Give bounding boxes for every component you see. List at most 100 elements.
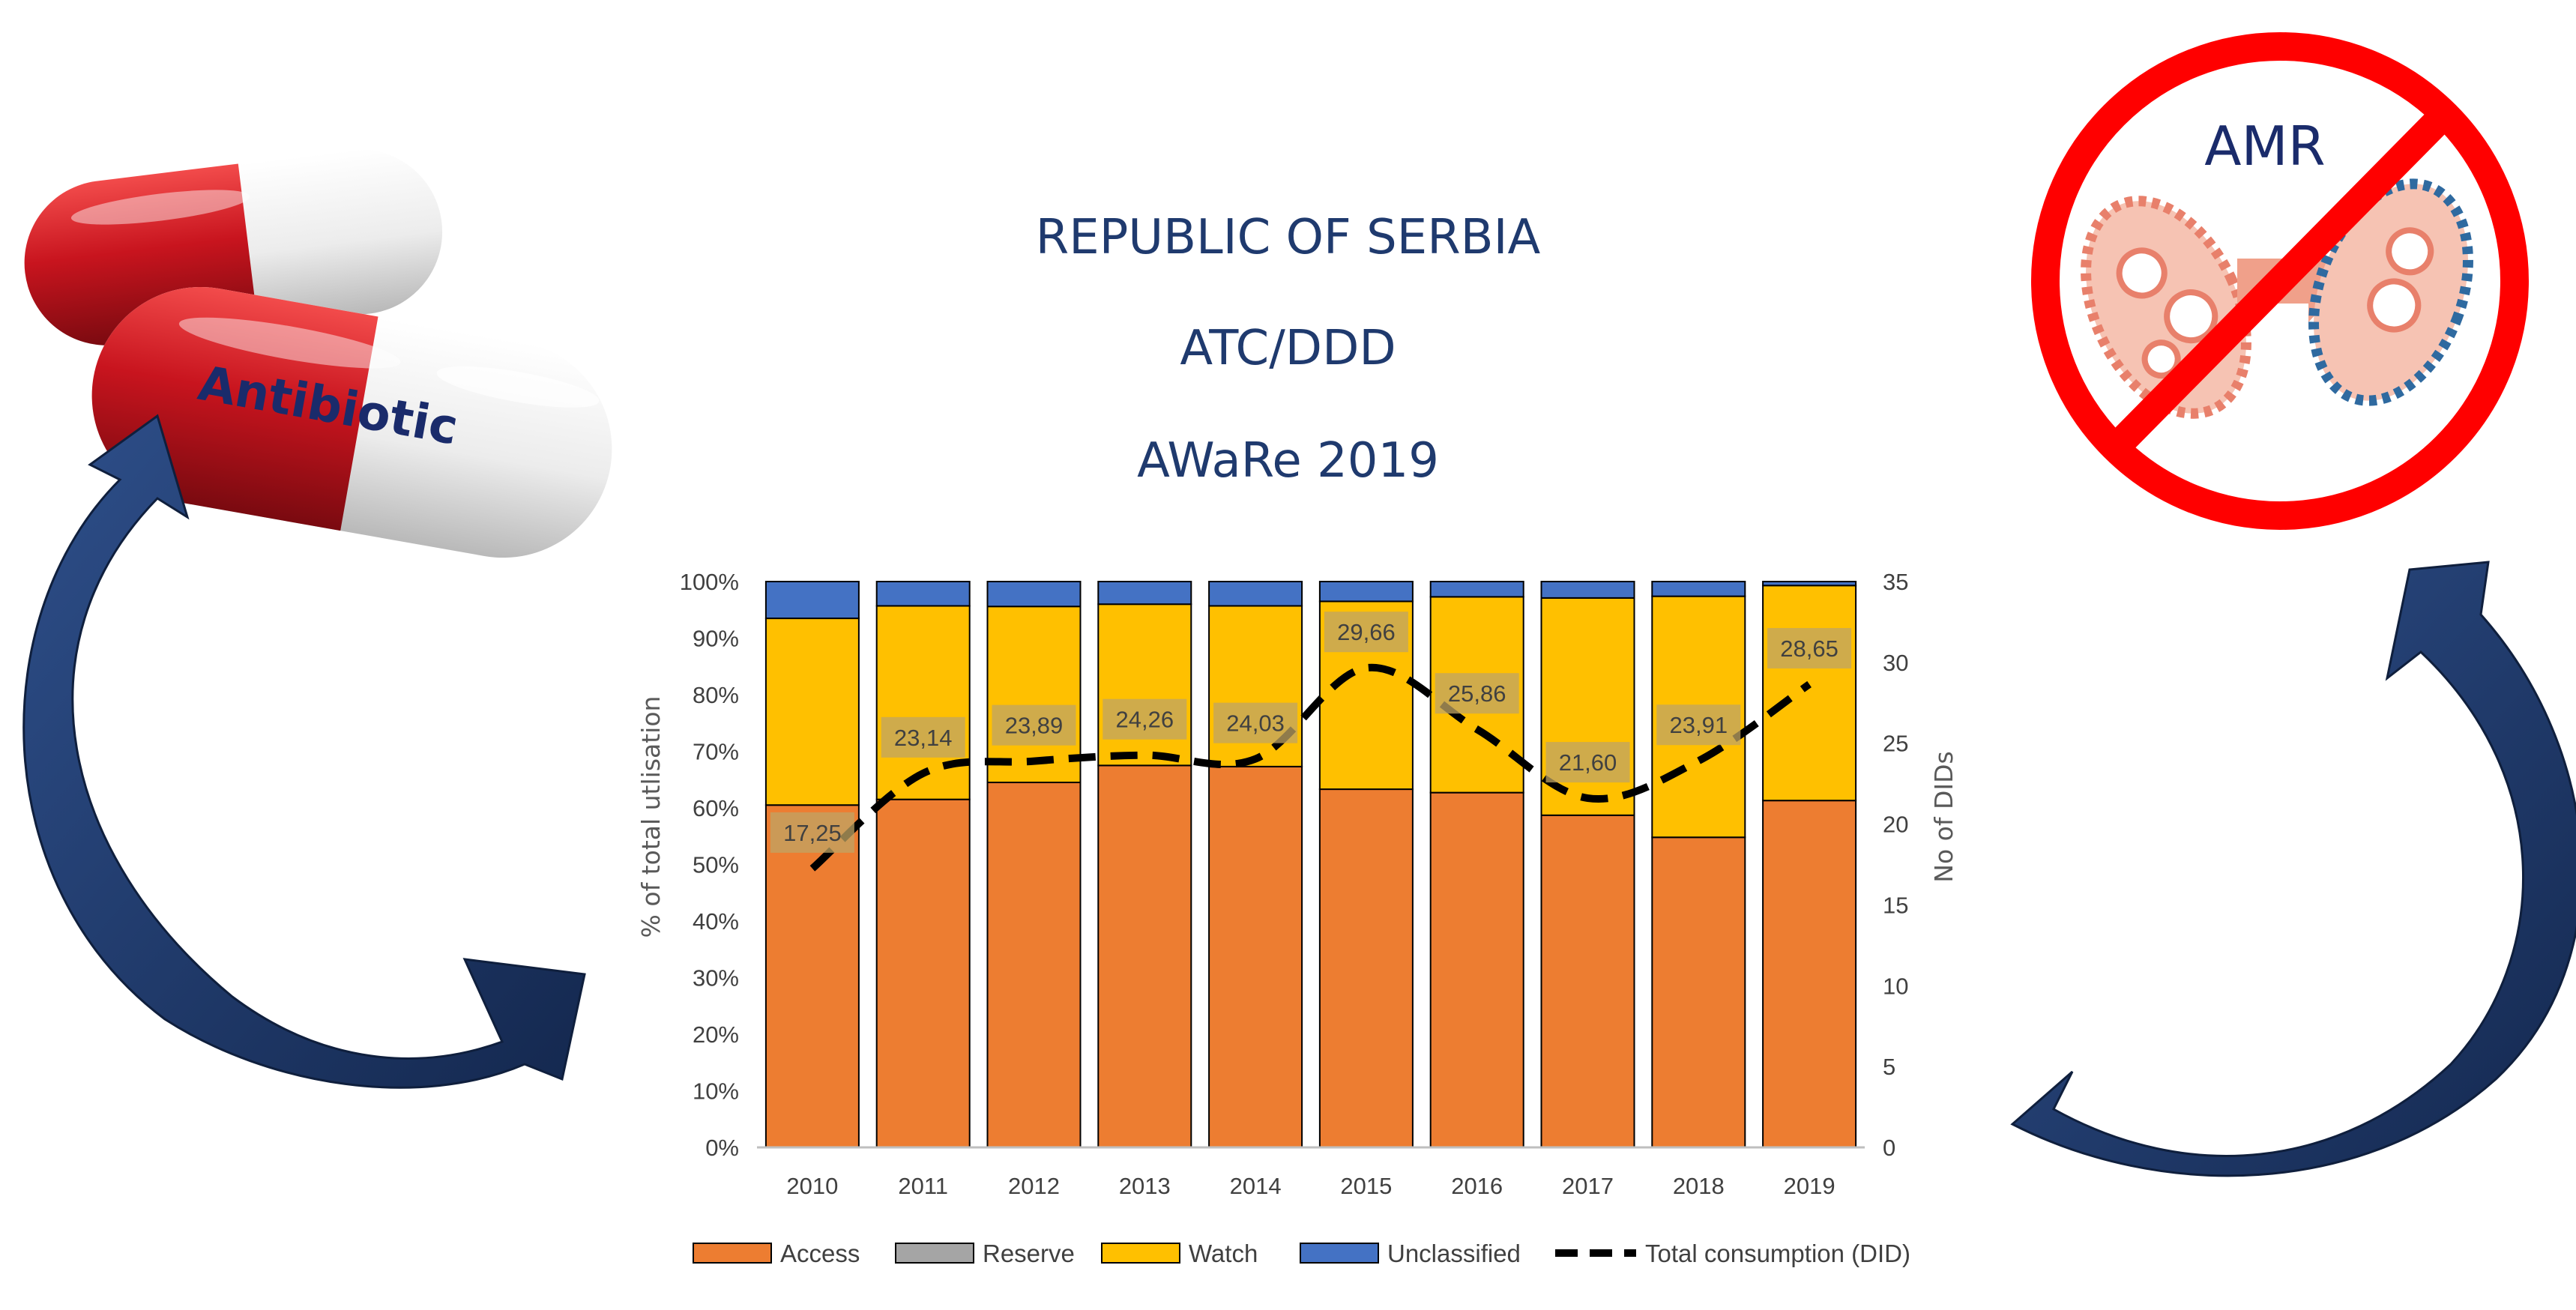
data-label-text: 29,66 <box>1337 619 1396 645</box>
bar-access-2019 <box>1762 800 1857 1149</box>
data-label-box <box>1656 704 1741 746</box>
right-curved-arrow-icon <box>2010 561 2576 1177</box>
amr-prohibition-illustration: AMR <box>2031 32 2529 530</box>
bar-unclassified-2019 <box>1762 581 1857 587</box>
legend-label-unclassified: Unclassified <box>1387 1240 1521 1267</box>
legend-label-watch: Watch <box>1189 1240 1258 1267</box>
data-label-box <box>881 716 965 758</box>
total-consumption-line <box>809 663 1812 872</box>
chart-legend: Access Reserve Watch Unclassified Total cons… <box>693 1240 1910 1267</box>
legend-swatch-unclassified <box>1300 1243 1379 1264</box>
data-label-text: 28,65 <box>1780 636 1839 662</box>
data-label-text: 23,14 <box>894 725 953 751</box>
data-label-box <box>1103 698 1187 740</box>
no-sign-bar-icon <box>2103 102 2457 460</box>
x-tick-label: 2015 <box>1340 1173 1392 1199</box>
bar-access-2014 <box>1208 765 1303 1148</box>
total-consumption-data-label: 23,89 <box>992 704 1076 746</box>
y2-tick-label: 25 <box>1883 731 1908 757</box>
amr-label: AMR <box>2204 115 2325 178</box>
total-consumption-data-label: 25,86 <box>1435 673 1519 714</box>
y-tick-label: 80% <box>693 682 739 708</box>
bar-unclassified-2018 <box>1651 581 1746 597</box>
aware-chart: 0% 10% 20% 30% 40% 50% 60% 70% 80% 90% 100% 0 5 10 15… <box>636 569 1958 1267</box>
data-label-text: 25,86 <box>1448 680 1506 707</box>
total-consumption-data-label: 29,66 <box>1324 612 1408 653</box>
y2-tick-label: 0 <box>1883 1135 1895 1161</box>
antibiotic-pills-illustration: Antibiotic <box>24 149 612 558</box>
legend-label-access: Access <box>780 1240 860 1267</box>
x-tick-label: 2012 <box>1008 1173 1060 1199</box>
y2-axis-title: No of DIDs <box>1929 751 1958 882</box>
legend-swatch-access <box>693 1243 772 1264</box>
y-tick-label: 70% <box>693 739 739 765</box>
bar-access-2017 <box>1540 814 1635 1148</box>
data-label-box <box>1324 612 1408 653</box>
y2-tick-label: 15 <box>1883 892 1908 918</box>
y-tick-label: 100% <box>680 569 739 595</box>
y-tick-label: 60% <box>693 795 739 821</box>
y2-tick-label: 10 <box>1883 973 1908 999</box>
total-consumption-data-label: 23,91 <box>1656 704 1741 746</box>
y2-tick-label: 35 <box>1883 569 1908 595</box>
x-tick-label: 2016 <box>1451 1173 1503 1199</box>
data-label-text: 17,25 <box>783 820 842 846</box>
bar-access-2016 <box>1429 791 1524 1148</box>
data-label-text: 24,03 <box>1226 710 1285 737</box>
legend-swatch-watch <box>1101 1243 1180 1264</box>
bacteria-right-icon <box>2308 178 2473 406</box>
legend-label-total-consumption-did: Total consumption (DID) <box>1645 1240 1910 1267</box>
y-tick-label: 30% <box>693 965 739 991</box>
data-label-box <box>1545 742 1630 783</box>
y-axis-ticks: 0% 10% 20% 30% 40% 50% 60% 70% 80% 90% 100% <box>680 569 739 1161</box>
y-tick-label: 90% <box>693 626 739 652</box>
bar-unclassified-2015 <box>1318 581 1414 603</box>
title-method: ATC/DDD <box>1180 321 1396 376</box>
x-tick-label: 2013 <box>1119 1173 1171 1199</box>
data-label-box <box>1213 702 1298 743</box>
data-labels-group: 17,25 23,14 23,89 24,26 24,03 29,66 25,86 21,60… <box>770 612 1852 853</box>
y-tick-label: 50% <box>693 852 739 878</box>
total-consumption-data-label: 21,60 <box>1545 742 1630 783</box>
bar-unclassified-2012 <box>986 581 1082 608</box>
bar-access-2011 <box>875 798 971 1149</box>
data-label-text: 23,91 <box>1670 712 1728 738</box>
y2-tick-label: 5 <box>1883 1054 1895 1080</box>
data-label-box <box>770 812 854 853</box>
x-axis-ticks: 2010 2011 2012 2013 2014 2015 2016 2017 2018 2019 <box>786 1173 1835 1199</box>
y-tick-label: 0% <box>705 1135 739 1161</box>
x-tick-label: 2018 <box>1673 1173 1725 1199</box>
x-tick-label: 2010 <box>786 1173 838 1199</box>
bar-access-2010 <box>764 804 860 1148</box>
left-curved-arrow-icon <box>22 414 586 1089</box>
data-label-text: 23,89 <box>1005 713 1064 739</box>
title-classification: AWaRe 2019 <box>1137 433 1439 489</box>
y2-tick-label: 30 <box>1883 650 1908 676</box>
x-tick-label: 2011 <box>898 1173 948 1199</box>
bar-unclassified-2017 <box>1540 581 1635 599</box>
data-label-box <box>1767 627 1852 668</box>
legend-label-reserve: Reserve <box>983 1240 1075 1267</box>
data-label-text: 24,26 <box>1116 707 1174 733</box>
bar-watch-2013 <box>1097 603 1192 767</box>
x-tick-label: 2014 <box>1230 1173 1282 1199</box>
data-label-box <box>992 704 1076 746</box>
bar-access-2018 <box>1651 836 1746 1148</box>
bar-access-2015 <box>1318 788 1414 1148</box>
bar-access-2013 <box>1097 764 1192 1148</box>
y2-tick-label: 20 <box>1883 812 1908 838</box>
bar-access-2012 <box>986 782 1082 1149</box>
total-consumption-data-label: 23,14 <box>881 716 965 758</box>
y-tick-label: 40% <box>693 908 739 935</box>
bar-unclassified-2013 <box>1097 581 1192 606</box>
data-label-box <box>1435 673 1519 714</box>
bar-unclassified-2010 <box>764 581 860 620</box>
y-axis-title: % of total utlisation <box>636 696 666 938</box>
x-tick-label: 2017 <box>1562 1173 1614 1199</box>
bar-unclassified-2016 <box>1429 581 1524 598</box>
bar-watch-2010 <box>764 618 860 806</box>
bar-unclassified-2014 <box>1208 581 1303 607</box>
bar-watch-2019 <box>1762 585 1857 802</box>
legend-swatch-reserve <box>895 1243 974 1264</box>
